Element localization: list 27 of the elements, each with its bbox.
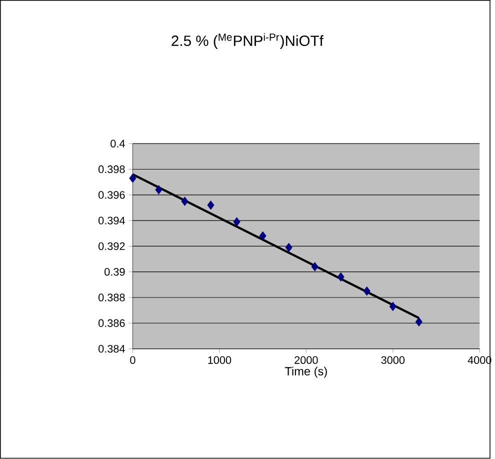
point — [207, 200, 214, 210]
y-tick-label: 0.388 — [98, 294, 125, 302]
x-axis-title: Time (s) — [284, 366, 327, 378]
point — [337, 272, 344, 282]
y-tick-label: 0.386 — [98, 319, 125, 328]
y-tick-label: 0.392 — [98, 242, 125, 250]
y-tick-label: 0.384 — [98, 345, 125, 353]
point — [129, 174, 136, 184]
point — [311, 262, 318, 272]
x-tick-label: 1000 — [208, 356, 232, 364]
chart-title: 2.5 % ($^{Me}$PNP$^{i-Pr}$)NiOTf — [172, 33, 324, 50]
point — [389, 302, 396, 312]
x-tick-label: 0 — [130, 356, 136, 364]
point — [233, 217, 240, 227]
y-tick-label: 0.398 — [98, 166, 125, 174]
point — [415, 317, 422, 327]
x-tick-label: 3000 — [381, 356, 405, 364]
y-tick-label: 0.4 — [110, 140, 125, 148]
point — [285, 242, 292, 252]
point — [259, 231, 266, 241]
point — [181, 196, 188, 206]
y-tick-label: 0.39 — [104, 268, 125, 276]
point — [363, 286, 370, 296]
point — [155, 185, 162, 195]
y-tick-label: 0.394 — [98, 216, 125, 225]
y-tick-label: 0.396 — [98, 191, 125, 199]
x-tick-label: 2000 — [294, 356, 318, 364]
